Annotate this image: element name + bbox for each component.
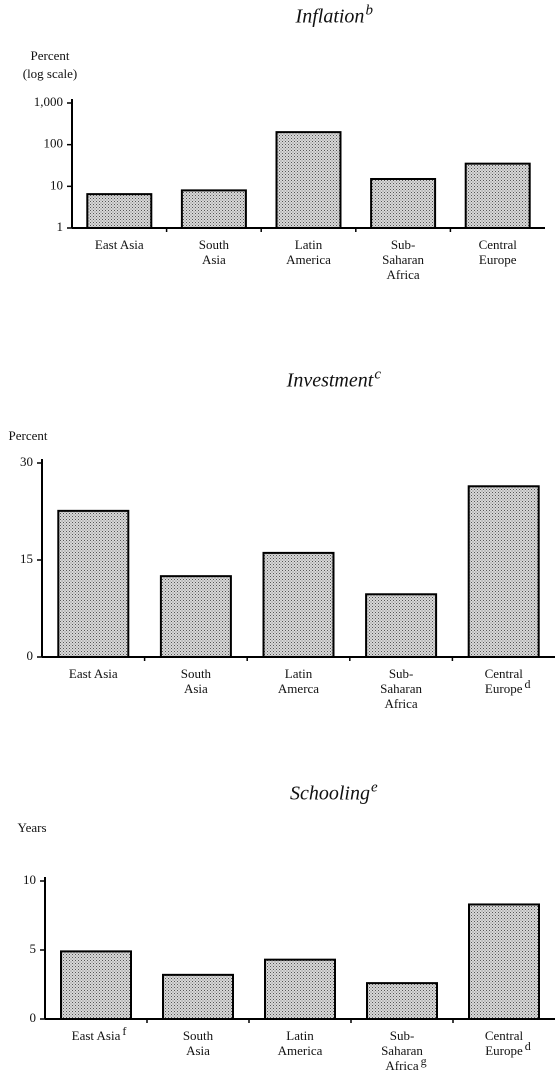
x-tick-label: Asia [186,1043,210,1058]
chart-title: Inflation [295,6,365,28]
bar [370,177,437,230]
y-axis-label: (log scale) [23,66,78,81]
chart-title: Schooling [290,783,370,805]
title-note: c [374,366,381,382]
bar [365,593,438,658]
y-tick-label: 0 [27,648,34,663]
category-note: f [122,1024,126,1038]
bar [275,131,342,229]
bar [464,162,531,229]
x-tick-label: East Asia [72,1028,121,1043]
title-note: e [371,779,378,795]
x-tick-label: Saharan [381,1043,423,1058]
bar [162,973,234,1021]
x-tick-label: Africa [384,696,417,711]
chart-title: Investment [286,370,374,392]
y-tick-label: 1,000 [34,94,63,109]
y-tick-label: 10 [50,177,63,192]
x-tick-label: Amerca [278,681,319,696]
x-tick-label: South [181,666,212,681]
x-tick-label: Latin [285,666,313,681]
x-tick-label: South [199,237,230,252]
x-tick-label: Africa [385,1058,418,1073]
bar [86,193,153,230]
bar [180,189,247,229]
bar [60,950,132,1021]
x-tick-label: Asia [184,681,208,696]
x-tick-label: Central [485,666,524,681]
y-tick-label: 100 [44,136,64,151]
x-tick-label: Central [485,1028,524,1043]
x-tick-label: South [183,1028,214,1043]
x-tick-label: Central [479,237,518,252]
title-note: b [365,2,373,18]
y-tick-label: 30 [20,454,33,469]
x-tick-label: Saharan [380,681,422,696]
x-tick-label: Europe [485,681,523,696]
y-tick-label: 0 [30,1010,37,1025]
y-axis-label: Percent [9,428,48,443]
y-axis-label: Percent [31,48,70,63]
category-note: g [421,1054,427,1068]
y-tick-label: 1 [57,219,64,234]
x-tick-label: Africa [386,267,419,282]
x-tick-label: America [278,1043,323,1058]
bar [468,903,540,1021]
y-tick-label: 15 [20,551,33,566]
x-tick-label: Sub- [390,1028,415,1043]
x-tick-label: Asia [202,252,226,267]
bar [467,485,540,658]
bar [159,575,232,659]
category-note: d [525,1039,531,1053]
x-tick-label: America [286,252,331,267]
x-tick-label: Sub- [389,666,414,681]
x-tick-label: Saharan [382,252,424,267]
x-tick-label: Latin [295,237,323,252]
bar [57,509,130,658]
bar [366,982,438,1020]
y-tick-label: 10 [23,872,36,887]
x-tick-label: Latin [286,1028,314,1043]
y-tick-label: 5 [30,941,37,956]
x-tick-label: East Asia [95,237,144,252]
x-tick-label: Europe [485,1043,523,1058]
y-axis-label: Years [17,820,46,835]
category-note: d [524,677,530,691]
x-tick-label: Sub- [391,237,416,252]
x-tick-label: Europe [479,252,517,267]
bar [262,551,335,658]
bar [264,958,336,1020]
x-tick-label: East Asia [69,666,118,681]
